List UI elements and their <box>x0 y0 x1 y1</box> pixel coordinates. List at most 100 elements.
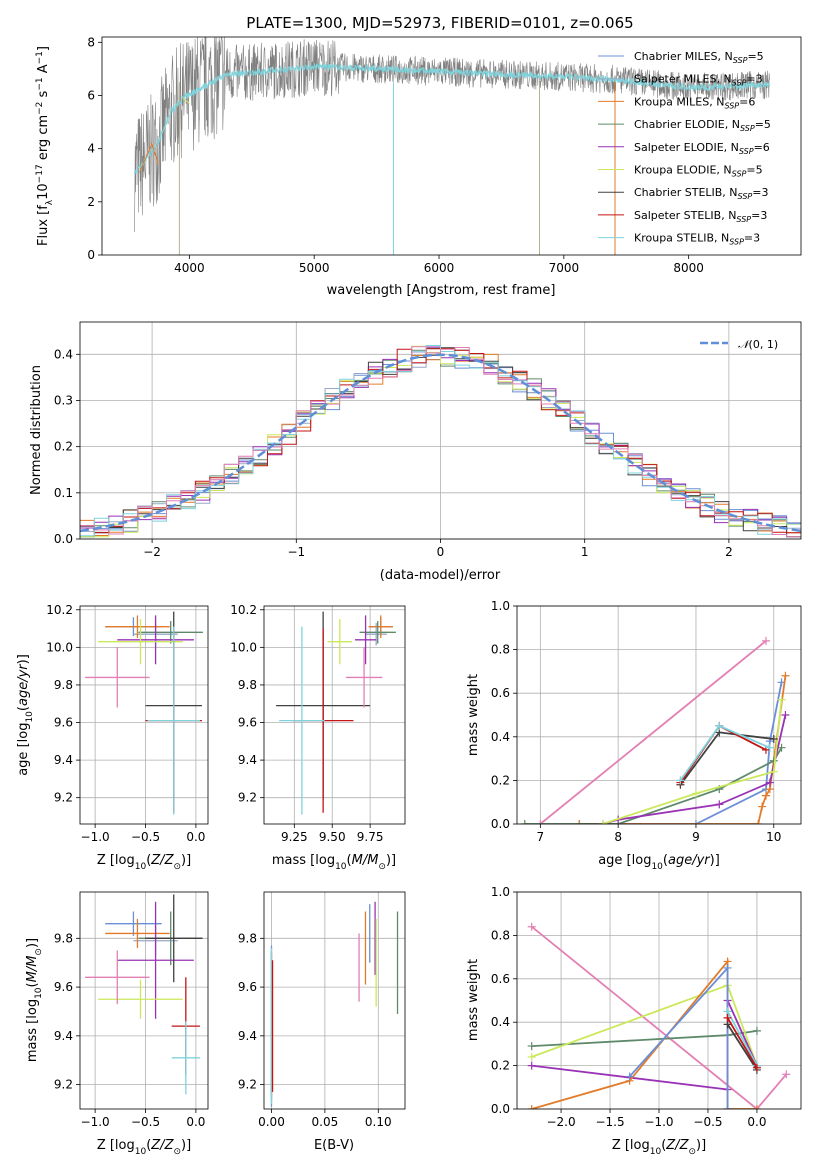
x-tick-label: 9.25 <box>281 830 308 844</box>
y-axis-label: age [log10(age/yr)] <box>16 654 35 776</box>
error-bar-point <box>105 911 162 936</box>
x-tick-label: 8000 <box>673 261 704 275</box>
y-tick-label: 9.6 <box>54 716 73 730</box>
point-marker <box>625 1072 634 1081</box>
data-spectrum-line <box>134 37 770 233</box>
point-marker <box>598 820 607 824</box>
series-line <box>539 640 767 824</box>
y-tick-label: 10.0 <box>46 640 73 654</box>
y-tick-label: 9.4 <box>238 753 257 767</box>
error-bar-point <box>345 647 383 708</box>
x-tick-label: 8 <box>614 830 622 844</box>
y-tick-label: 0.0 <box>54 532 73 546</box>
point-marker <box>758 802 767 811</box>
y-tick-label: 9.4 <box>54 1029 73 1043</box>
age_vs_mass-panel: 9.25 9.50 9.75 9.2 9.4 9.6 9.8 10.0 10.2 mass [lo… <box>230 603 406 872</box>
x-tick-label: 2 <box>725 545 733 559</box>
y-tick-label: 10.2 <box>230 603 257 617</box>
y-tick-label: 2 <box>87 195 95 209</box>
point-marker <box>761 636 770 645</box>
x-axis-label: (data-model)/error <box>380 568 501 583</box>
error-bar-point <box>117 615 194 665</box>
error-bar-point <box>105 615 170 638</box>
x-tick-label: −0.5 <box>693 1115 722 1129</box>
mass_vs_ebv-panel: 0.00 0.05 0.10 9.2 9.4 9.6 9.8 E(B-V) <box>238 891 406 1153</box>
x-tick-label: 0.05 <box>312 1115 339 1129</box>
model-spectrum-line <box>182 97 190 104</box>
series-line <box>679 731 774 786</box>
series-line <box>524 747 783 824</box>
point-marker <box>527 1052 536 1061</box>
point-marker <box>781 711 790 719</box>
y-axis-label: mass [log10(M/M⊙)] <box>25 938 44 1062</box>
series-line <box>531 926 787 1109</box>
error-bar-point <box>105 918 170 949</box>
point-marker <box>715 800 724 809</box>
figure-title: PLATE=1300, MJD=52973, FIBERID=0101, z=0… <box>246 14 633 32</box>
y-tick-label: 0.4 <box>54 347 73 361</box>
y-tick-label: 9.8 <box>238 678 257 692</box>
age_vs_Z-frame <box>79 605 209 825</box>
x-axis-label: age [log10(age/yr)] <box>598 853 720 872</box>
error-bar-point <box>368 615 393 638</box>
x-axis-label: mass [log10(M/M⊙)] <box>272 853 396 872</box>
histogram-step-line <box>80 345 801 538</box>
legend-entry: Salpeter ELODIE, NSSP=6 <box>634 141 770 156</box>
x-tick-label: 7000 <box>549 261 580 275</box>
normal-curve <box>80 353 801 533</box>
x-tick-label: −1.0 <box>81 1115 110 1129</box>
y-tick-label: 0 <box>87 248 95 262</box>
legend-entry: Kroupa MILES, NSSP=6 <box>634 95 755 110</box>
legend-entry: 𝒩(0, 1) <box>738 338 778 351</box>
x-tick-label: 7 <box>537 830 545 844</box>
error-bar-point <box>145 894 202 983</box>
age_vs_mass-frame <box>263 605 406 825</box>
y-tick-label: 9.6 <box>238 980 257 994</box>
x-tick-label: 9.75 <box>357 830 384 844</box>
massweight_vs_age-panel: 7 8 9 10 0.0 0.2 0.4 0.6 0.8 1.0 age [log10(age/yr… <box>466 599 802 872</box>
point-marker <box>769 734 778 743</box>
point-marker <box>527 1105 536 1109</box>
point-marker <box>761 791 770 800</box>
massweight_vs_age-frame <box>516 605 802 825</box>
y-axis-label: Normed distribution <box>29 365 44 495</box>
series-line <box>726 1017 758 1069</box>
y-tick-label: 9.6 <box>238 716 257 730</box>
x-axis-label: E(B-V) <box>314 1138 354 1153</box>
x-tick-label: −0.5 <box>131 830 160 844</box>
y-tick-label: 0.6 <box>491 686 510 700</box>
point-marker <box>765 743 774 752</box>
error-bar-point <box>354 615 377 665</box>
y-tick-label: 0.2 <box>491 1059 510 1073</box>
x-tick-label: −1.0 <box>81 830 110 844</box>
y-tick-label: 0.6 <box>491 972 510 986</box>
x-tick-label: 0.0 <box>186 1115 205 1129</box>
x-axis-label: Z [log10(Z/Z⊙)] <box>97 853 191 872</box>
point-marker <box>723 1013 732 1022</box>
series-line <box>726 1010 758 1067</box>
x-tick-label: 9 <box>692 830 700 844</box>
point-marker <box>754 820 763 824</box>
y-tick-label: 0.3 <box>54 393 73 407</box>
y-tick-label: 9.2 <box>54 791 73 805</box>
y-axis-label: mass weight <box>466 674 481 756</box>
residual_histogram-panel: −2 −1 0 1 2 0.0 0.1 0.2 0.3 0.4 𝒩(0, 1) (data-model… <box>29 321 802 583</box>
series-line <box>602 699 783 824</box>
legend-entry: Chabrier MILES, NSSP=5 <box>634 50 764 65</box>
error-bar-point <box>279 626 325 815</box>
y-tick-label: 4 <box>87 142 95 156</box>
point-marker <box>781 671 790 680</box>
x-axis-label: Z [log10(Z/Z⊙)] <box>612 1138 706 1157</box>
x-tick-label: 0.00 <box>258 1115 285 1129</box>
point-marker <box>752 1063 761 1072</box>
age_vs_Z-plot-area <box>85 611 203 815</box>
point-marker <box>527 1042 536 1051</box>
massweight_vs_Z-frame <box>516 891 802 1110</box>
series-line <box>679 724 767 784</box>
point-marker <box>520 820 529 824</box>
x-tick-label: −0.5 <box>131 1115 160 1129</box>
point-marker <box>536 820 545 824</box>
y-tick-label: 6 <box>87 88 95 102</box>
point-marker <box>752 1105 761 1109</box>
